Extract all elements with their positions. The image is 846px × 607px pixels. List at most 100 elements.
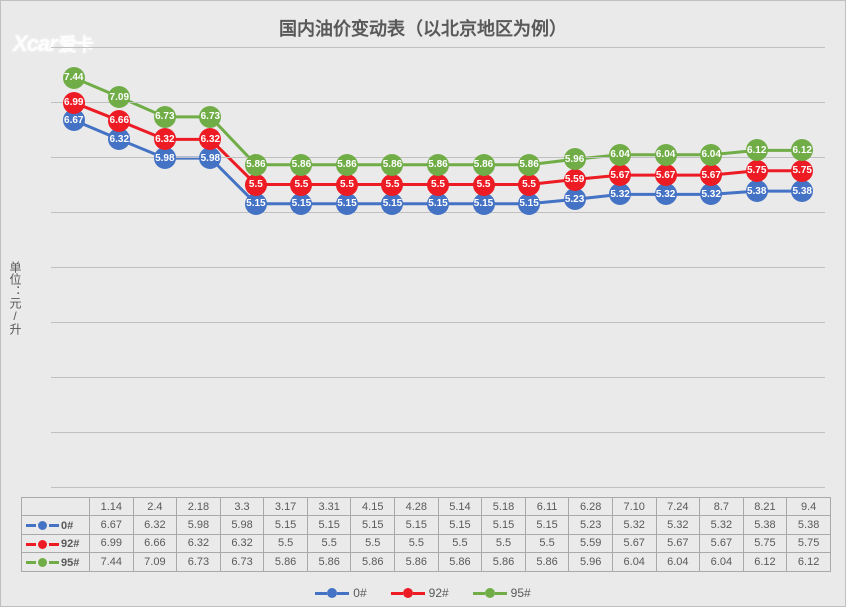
data-marker: 5.5 bbox=[336, 174, 358, 196]
data-marker: 6.04 bbox=[700, 144, 722, 166]
table-header-cell: 1.14 bbox=[90, 498, 134, 516]
data-marker: 5.5 bbox=[427, 174, 449, 196]
table-cell: 5.67 bbox=[612, 534, 656, 553]
table-cell: 5.5 bbox=[351, 534, 395, 553]
table-cell: 6.66 bbox=[133, 534, 177, 553]
data-marker: 6.12 bbox=[791, 139, 813, 161]
table-cell: 5.15 bbox=[482, 516, 526, 535]
data-marker: 5.67 bbox=[655, 164, 677, 186]
data-marker: 5.38 bbox=[791, 180, 813, 202]
table-cell: 6.73 bbox=[220, 553, 264, 572]
gridline bbox=[51, 47, 825, 48]
table-cell: 5.59 bbox=[569, 534, 613, 553]
data-marker: 5.15 bbox=[245, 193, 267, 215]
table-cell: 5.5 bbox=[307, 534, 351, 553]
table-cell: 5.86 bbox=[351, 553, 395, 572]
legend-item: 95# bbox=[473, 586, 531, 600]
data-marker: 5.96 bbox=[564, 148, 586, 170]
table-cell: 6.73 bbox=[177, 553, 221, 572]
data-marker: 6.73 bbox=[154, 106, 176, 128]
data-marker: 5.86 bbox=[381, 154, 403, 176]
table-corner bbox=[22, 498, 90, 516]
data-marker: 5.32 bbox=[609, 183, 631, 205]
table-header-cell: 3.31 bbox=[307, 498, 351, 516]
table-cell: 5.15 bbox=[438, 516, 482, 535]
data-marker: 6.04 bbox=[609, 144, 631, 166]
data-marker: 5.67 bbox=[700, 164, 722, 186]
table-cell: 5.86 bbox=[307, 553, 351, 572]
table-cell: 6.04 bbox=[656, 553, 700, 572]
table-header-cell: 2.4 bbox=[133, 498, 177, 516]
table-cell: 6.32 bbox=[220, 534, 264, 553]
data-marker: 6.99 bbox=[63, 92, 85, 114]
series-header: 95# bbox=[22, 553, 90, 572]
gridline bbox=[51, 432, 825, 433]
table-cell: 5.86 bbox=[264, 553, 308, 572]
data-marker: 6.32 bbox=[154, 128, 176, 150]
gridline bbox=[51, 487, 825, 488]
data-marker: 5.67 bbox=[609, 164, 631, 186]
table-header-cell: 4.28 bbox=[395, 498, 439, 516]
data-marker: 5.32 bbox=[700, 183, 722, 205]
table-header-cell: 9.4 bbox=[787, 498, 831, 516]
table-header-cell: 3.3 bbox=[220, 498, 264, 516]
table-cell: 5.38 bbox=[743, 516, 787, 535]
table-cell: 5.98 bbox=[220, 516, 264, 535]
table-cell: 5.67 bbox=[656, 534, 700, 553]
table-cell: 5.86 bbox=[438, 553, 482, 572]
table-cell: 5.86 bbox=[482, 553, 526, 572]
table-cell: 5.86 bbox=[395, 553, 439, 572]
data-marker: 5.15 bbox=[473, 193, 495, 215]
table-header-cell: 8.7 bbox=[700, 498, 744, 516]
table-cell: 7.09 bbox=[133, 553, 177, 572]
gridline bbox=[51, 267, 825, 268]
data-marker: 5.86 bbox=[427, 154, 449, 176]
data-marker: 5.15 bbox=[427, 193, 449, 215]
table-cell: 6.12 bbox=[743, 553, 787, 572]
table-header-cell: 5.14 bbox=[438, 498, 482, 516]
data-marker: 5.86 bbox=[245, 154, 267, 176]
legend-item: 0# bbox=[315, 586, 366, 600]
table-cell: 5.5 bbox=[264, 534, 308, 553]
data-marker: 5.15 bbox=[518, 193, 540, 215]
data-table: 1.142.42.183.33.173.314.154.285.145.186.… bbox=[21, 497, 831, 572]
chart-title: 国内油价变动表（以北京地区为例） bbox=[1, 15, 845, 41]
data-marker: 5.5 bbox=[290, 174, 312, 196]
data-marker: 5.75 bbox=[791, 160, 813, 182]
y-axis-label: 单位：元/升 bbox=[7, 261, 24, 335]
data-marker: 5.15 bbox=[290, 193, 312, 215]
data-marker: 6.32 bbox=[108, 128, 130, 150]
data-marker: 5.5 bbox=[245, 174, 267, 196]
data-marker: 5.23 bbox=[564, 188, 586, 210]
table-cell: 5.15 bbox=[264, 516, 308, 535]
gridline bbox=[51, 377, 825, 378]
data-marker: 5.32 bbox=[655, 183, 677, 205]
table-cell: 6.04 bbox=[612, 553, 656, 572]
table-cell: 7.44 bbox=[90, 553, 134, 572]
data-marker: 6.04 bbox=[655, 144, 677, 166]
table-cell: 5.38 bbox=[787, 516, 831, 535]
data-marker: 5.98 bbox=[199, 147, 221, 169]
chart-container: 国内油价变动表（以北京地区为例） 单位：元/升 Xcar 爱卡 6.676.32… bbox=[0, 0, 846, 607]
table-cell: 5.15 bbox=[307, 516, 351, 535]
data-marker: 5.59 bbox=[564, 169, 586, 191]
table-header-cell: 3.17 bbox=[264, 498, 308, 516]
plot-area: 6.676.325.985.985.155.155.155.155.155.15… bbox=[51, 47, 825, 487]
data-marker: 5.5 bbox=[518, 174, 540, 196]
table-cell: 6.12 bbox=[787, 553, 831, 572]
data-marker: 7.44 bbox=[63, 67, 85, 89]
table-cell: 5.5 bbox=[438, 534, 482, 553]
series-header: 92# bbox=[22, 534, 90, 553]
data-marker: 5.98 bbox=[154, 147, 176, 169]
data-marker: 5.86 bbox=[518, 154, 540, 176]
table-cell: 5.15 bbox=[351, 516, 395, 535]
gridline bbox=[51, 102, 825, 103]
table-cell: 5.32 bbox=[656, 516, 700, 535]
data-marker: 5.15 bbox=[381, 193, 403, 215]
table-header-cell: 6.11 bbox=[525, 498, 569, 516]
data-marker: 5.75 bbox=[746, 160, 768, 182]
data-marker: 5.86 bbox=[290, 154, 312, 176]
table-cell: 5.75 bbox=[743, 534, 787, 553]
table-cell: 5.86 bbox=[525, 553, 569, 572]
table-header-cell: 2.18 bbox=[177, 498, 221, 516]
